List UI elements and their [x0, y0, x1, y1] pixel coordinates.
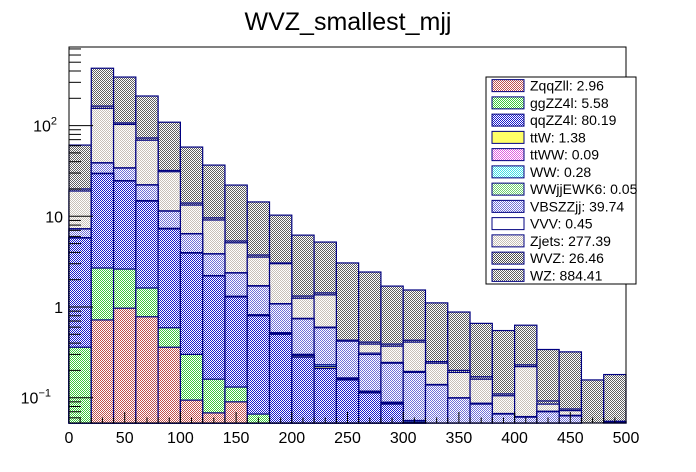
x-tick-label: 0 [65, 430, 74, 447]
bar-zjets-bin-20 [513, 366, 538, 424]
legend-swatch [491, 199, 525, 213]
legend-label: qqZZ4l: 80.19 [530, 112, 617, 128]
y-tick-label: 1 [54, 300, 63, 317]
legend-entry-qqzz4l: qqZZ4l: 80.19 [491, 112, 617, 128]
x-tick-label: 150 [223, 430, 250, 447]
x-tick-label: 200 [278, 430, 305, 447]
legend-swatch [491, 165, 525, 179]
y-axis: 10−1 1 10 102 [21, 48, 93, 419]
x-tick-label: 250 [334, 430, 361, 447]
legend-box [485, 76, 637, 285]
bar-wz-bin-24 [603, 373, 627, 424]
legend-label: Zjets: 277.39 [530, 233, 611, 249]
legend-entry-wvz: WVZ: 26.46 [491, 250, 604, 266]
y-tick-label: 102 [33, 116, 57, 136]
legend-entry-zqqzll: ZqqZll: 2.96 [491, 78, 604, 94]
legend-entry-wwjjewk6: WWjjEWK6: 0.05 [491, 181, 638, 197]
bar-zqqzll-bin-3 [135, 316, 159, 424]
bar-qqzz4l-bin-9 [268, 333, 293, 424]
bar-zqqzll-bin-4 [157, 346, 181, 424]
bar-qqzz4l-bin-11 [313, 367, 337, 424]
legend-entry-ttw: ttW: 1.38 [491, 129, 586, 145]
legend-swatch [491, 268, 525, 282]
x-tick-label: 500 [613, 430, 640, 447]
legend-swatch [491, 217, 525, 231]
legend-swatch [491, 130, 525, 144]
x-axis: 0 50 100 150 200 250 300 350 400 450 500 [65, 412, 640, 447]
bar-zqqzll-bin-2 [112, 307, 137, 424]
legend-label: WVZ: 26.46 [530, 250, 604, 266]
legend-label: ttWW: 0.09 [530, 147, 599, 163]
x-tick-label: 100 [167, 430, 194, 447]
x-tick-label: 50 [116, 430, 134, 447]
legend-label: ZqqZll: 2.96 [530, 78, 604, 94]
legend-swatch [491, 251, 525, 265]
legend-entry-wz: WZ: 884.41 [491, 267, 603, 283]
bar-vbszzjj-bin-15 [402, 371, 427, 424]
legend-label: ttW: 1.38 [530, 129, 586, 145]
legend-label: WZ: 884.41 [530, 267, 603, 283]
x-tick-label: 450 [557, 430, 584, 447]
bar-qqzz4l-bin-10 [291, 356, 315, 424]
bar-qqzz4l-bin-8 [246, 315, 271, 424]
y-tick-label: 10 [45, 209, 63, 226]
legend-swatch [491, 182, 525, 196]
bar-zqqzll-bin-1 [90, 319, 115, 424]
legend-swatch [491, 234, 525, 248]
chart-title: WVZ_smallest_mjj [245, 8, 452, 36]
legend-label: VBSZZjj: 39.74 [530, 198, 624, 214]
legend-swatch [491, 113, 525, 127]
legend-swatch [491, 148, 525, 162]
legend-entry-vbszzjj: VBSZZjj: 39.74 [491, 198, 624, 214]
bar-vbszzjj-bin-16 [424, 384, 449, 424]
legend-entry-ttww: ttWW: 0.09 [491, 147, 599, 163]
series-zqqzll [90, 307, 248, 424]
legend-entry-zjets: Zjets: 277.39 [491, 233, 611, 249]
legend-entry-ggzz4l: ggZZ4l: 5.58 [491, 95, 609, 111]
legend-label: VVV: 0.45 [530, 216, 593, 232]
x-tick-label: 400 [501, 430, 528, 447]
legend-label: ggZZ4l: 5.58 [530, 95, 609, 111]
x-tick-label: 350 [446, 430, 473, 447]
legend-label: WW: 0.28 [530, 164, 591, 180]
legend-entry-vvv: VVV: 0.45 [491, 216, 593, 232]
y-tick-label: 10−1 [21, 388, 51, 408]
legend-label: WWjjEWK6: 0.05 [530, 181, 638, 197]
x-tick-label: 300 [390, 430, 417, 447]
legend-swatch [491, 96, 525, 110]
legend-entry-ww: WW: 0.28 [491, 164, 591, 180]
legend-swatch [491, 79, 525, 93]
bar-wz-bin-23 [580, 379, 605, 424]
